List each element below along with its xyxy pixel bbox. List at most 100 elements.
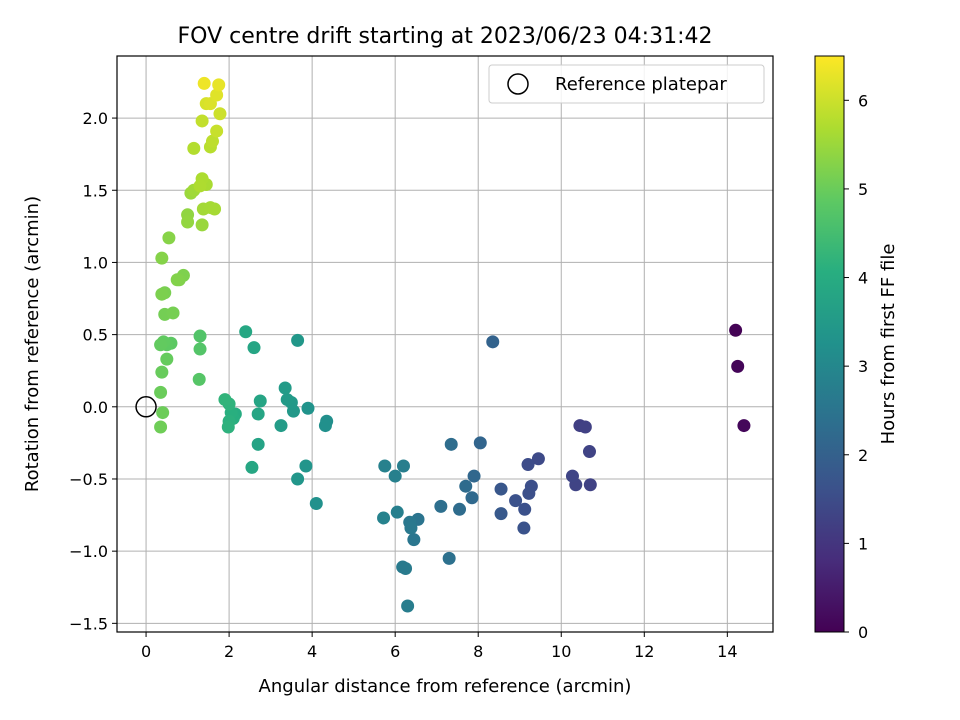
data-point [467,469,481,483]
data-point [729,323,743,337]
legend-reference-marker [507,73,529,95]
data-point [162,231,176,245]
colorbar [814,55,845,633]
data-point [444,437,458,451]
data-point [578,420,592,434]
data-point [486,335,500,349]
data-point [160,352,174,366]
data-point [582,445,596,459]
data-point [404,521,418,535]
legend-entry-label: Reference platepar [555,74,727,95]
data-point [208,202,222,216]
data-point [195,114,209,128]
x-tick-label: 6 [390,642,400,661]
y-tick-label: −1.0 [69,542,108,561]
colorbar-label: Hours from first FF file [878,244,899,445]
data-point [253,394,267,408]
x-axis-ticks: 0 2 4 6 8 10 12 14 [141,632,738,661]
data-point [583,478,597,492]
data-point [155,287,169,301]
data-point [221,420,235,434]
x-tick-label: 4 [307,642,317,661]
x-tick-label: 2 [224,642,234,661]
y-tick-label: 2.0 [83,109,108,128]
data-point [251,407,265,421]
data-point [154,420,168,434]
colorbar-tick-label: 2 [858,446,868,465]
data-point [154,385,168,399]
legend: Reference platepar [488,64,765,104]
data-point [155,365,169,379]
data-point [509,494,523,508]
data-point [170,273,184,287]
legend-box [488,64,765,104]
data-point [565,469,579,483]
data-point [291,472,305,486]
data-point [465,491,479,505]
y-tick-label: −0.5 [69,470,108,489]
data-point [731,359,745,373]
data-point [193,329,207,343]
data-point [388,469,402,483]
data-point [473,436,487,450]
data-point [218,393,232,407]
data-point [377,511,391,525]
data-point [494,482,508,496]
y-tick-label: 0.5 [83,326,108,345]
y-axis-ticks: −1.5 −1.0 −0.5 0.0 0.5 1.0 1.5 2.0 [69,109,117,633]
data-point [442,551,456,565]
data-point [166,306,180,320]
colorbar-tick-label: 1 [858,534,868,553]
colorbar-tick-label: 3 [858,357,868,376]
data-point [522,486,536,500]
data-point [156,406,170,420]
x-tick-label: 12 [634,642,654,661]
data-point [193,179,207,193]
data-point [309,497,323,511]
data-point [278,381,292,395]
data-point [187,141,201,155]
data-point [299,459,313,473]
data-point [251,437,265,451]
x-tick-label: 8 [473,642,483,661]
data-point [280,393,294,407]
x-tick-label: 14 [717,642,737,661]
data-point [212,78,226,92]
data-point [318,419,332,433]
data-point [434,499,448,513]
y-tick-label: 1.0 [83,253,108,272]
data-point [245,460,259,474]
data-point [531,452,545,466]
reference-platepar-marker [135,396,157,418]
data-point [390,505,404,519]
data-point [213,107,227,121]
data-point [192,372,206,386]
data-point [459,479,473,493]
y-tick-label: 0.0 [83,398,108,417]
data-point [518,502,532,516]
colorbar-tick-label: 5 [858,180,868,199]
colorbar-tick-label: 0 [858,623,868,642]
x-tick-label: 10 [551,642,571,661]
data-point [210,88,224,102]
chart-title: FOV centre drift starting at 2023/06/23 … [178,24,713,49]
data-point [181,215,195,229]
data-point [407,533,421,547]
grid [117,56,773,632]
data-point [155,251,169,265]
x-tick-label: 0 [141,642,151,661]
data-point [453,502,467,516]
data-point [396,560,410,574]
data-point [197,76,211,90]
data-point [396,459,410,473]
data-point [401,599,415,613]
colorbar-tick-label: 4 [858,269,868,288]
data-point [737,419,751,433]
colorbar-tick-label: 6 [858,91,868,110]
data-point [517,521,531,535]
data-point [195,218,209,232]
data-point [291,333,305,347]
y-tick-label: −1.5 [69,614,108,633]
